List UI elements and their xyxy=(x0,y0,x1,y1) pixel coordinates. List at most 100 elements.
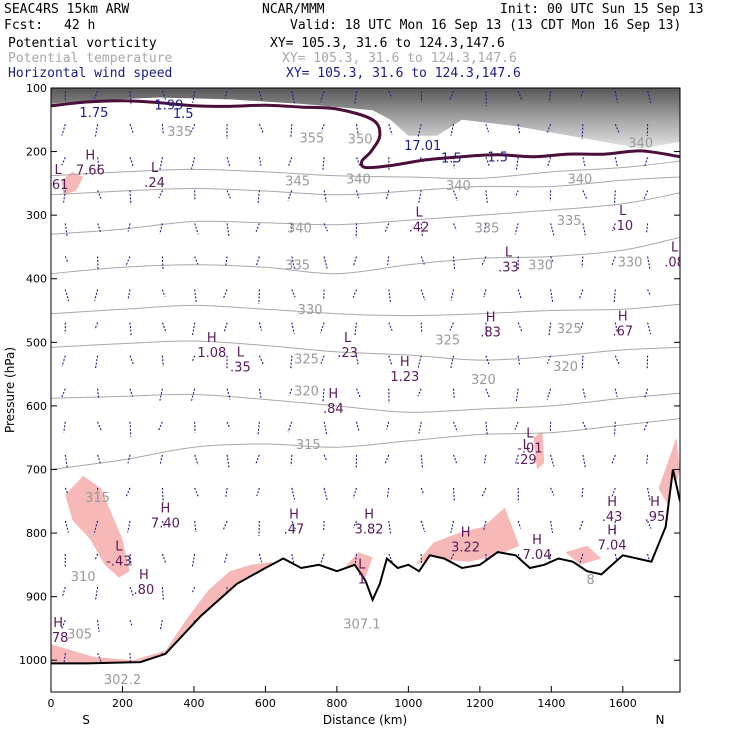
wind-vector xyxy=(452,388,455,398)
theta-contour-label: 325 xyxy=(294,353,319,368)
field-xy-pv: XY= 105.3, 31.6 to 124.3,147.6 xyxy=(270,36,505,51)
wind-vector xyxy=(161,553,167,565)
wind-vector xyxy=(579,91,584,99)
wind-vector xyxy=(452,421,458,433)
wind-vector xyxy=(548,322,552,336)
pv-extremum-value: .61 xyxy=(48,178,69,193)
wind-vector xyxy=(611,454,616,464)
theta-contour-label: 320 xyxy=(471,373,496,388)
pv-low-marker: L xyxy=(523,438,531,453)
wind-vector xyxy=(420,454,424,469)
wind-vector xyxy=(287,190,293,201)
wind-vector xyxy=(450,124,455,136)
pv-high-marker: H xyxy=(400,355,410,370)
wind-vector xyxy=(514,190,519,198)
wind-vector xyxy=(194,289,197,303)
wind-vector xyxy=(192,91,196,104)
wind-vector xyxy=(614,322,618,333)
wind-vector xyxy=(355,421,360,432)
wind-vector xyxy=(64,454,68,469)
pv-high-marker: H xyxy=(618,309,628,324)
wind-vector xyxy=(483,454,487,464)
wind-vector xyxy=(258,123,265,134)
wind-vector xyxy=(97,190,103,201)
wind-vector xyxy=(97,454,102,465)
wind-vector xyxy=(255,256,260,266)
wind-vector xyxy=(355,355,359,365)
field-name-pv: Potential vorticity xyxy=(8,36,157,51)
south-end-label: S xyxy=(82,713,90,727)
wind-vector xyxy=(582,421,587,430)
pv-high-marker: H xyxy=(607,524,617,539)
x-tick-label: 200 xyxy=(112,697,133,710)
x-tick-label: 400 xyxy=(183,697,204,710)
wind-vector xyxy=(384,223,390,234)
pv-high-marker: H xyxy=(85,149,95,164)
x-axis-title: Distance (km) xyxy=(323,713,407,727)
wind-vector xyxy=(612,223,616,232)
wind-vector xyxy=(452,190,458,201)
pv-high-marker: H xyxy=(461,526,471,541)
theta-contour-label: 345 xyxy=(285,175,310,190)
wind-vector xyxy=(129,322,132,336)
wind-vector xyxy=(420,520,426,532)
theta-contour-label: 335 xyxy=(285,259,310,274)
wind-vector xyxy=(644,388,649,398)
wind-vector xyxy=(127,520,131,533)
pv-extremum-value: 7.04 xyxy=(523,548,552,563)
wind-vector xyxy=(97,652,102,662)
wind-vector xyxy=(517,90,523,101)
theta-contour-330 xyxy=(51,236,680,275)
wind-vector xyxy=(129,91,132,106)
negative-pv-region xyxy=(65,475,130,578)
theta-contour-label: 335 xyxy=(557,214,582,229)
wind-vector xyxy=(129,355,135,366)
negative-pv-region xyxy=(51,561,273,664)
pv-contour-label: 17.01 xyxy=(404,139,441,154)
pv-extremum-value: 1 xyxy=(358,572,366,587)
pv-extremum-value: 1.08 xyxy=(197,346,226,361)
wind-vector xyxy=(323,256,328,269)
pv-high-marker: H xyxy=(53,616,63,631)
wind-vector xyxy=(613,421,616,437)
wind-vector xyxy=(485,124,490,133)
y-tick-label: 200 xyxy=(26,146,47,159)
wind-vector xyxy=(258,388,262,399)
forecast-hours: 42 h xyxy=(64,18,96,33)
wind-vector xyxy=(485,322,488,338)
wind-vector xyxy=(97,388,100,399)
wind-vector xyxy=(354,91,358,105)
theta-contour-label: 8 xyxy=(587,573,595,588)
pv-extremum-value: 3.82 xyxy=(355,523,384,538)
wind-vector xyxy=(255,454,260,465)
wind-vector xyxy=(647,289,652,297)
wind-vector xyxy=(582,157,586,167)
wind-vector xyxy=(64,256,69,264)
wind-vector xyxy=(482,520,487,531)
wind-vector xyxy=(485,388,490,398)
wind-vector xyxy=(582,190,588,200)
wind-vector xyxy=(614,355,620,366)
pv-high-marker: H xyxy=(289,508,299,523)
wind-vector xyxy=(64,487,69,495)
wind-vector xyxy=(647,322,652,335)
wind-vector xyxy=(291,322,295,334)
wind-vector xyxy=(353,520,358,529)
wind-vector xyxy=(579,553,584,563)
wind-vector xyxy=(613,289,616,303)
wind-vector xyxy=(64,289,70,302)
wind-vector xyxy=(323,223,329,232)
wind-vector xyxy=(226,190,231,199)
wind-vector xyxy=(97,620,100,632)
wind-vector xyxy=(322,157,325,172)
wind-vector xyxy=(450,289,455,301)
wind-vector xyxy=(323,190,327,202)
pv-low-marker: L xyxy=(619,204,627,219)
wind-vector xyxy=(352,256,358,267)
wind-vector xyxy=(420,223,423,237)
wind-vector xyxy=(127,454,131,464)
pv-extremum-value: .08 xyxy=(664,256,685,271)
wind-vector xyxy=(418,190,422,204)
wind-vector xyxy=(355,124,359,135)
valid-time: Valid: 18 UTC Mon 16 Sep 13 (13 CDT Mon … xyxy=(290,18,682,33)
